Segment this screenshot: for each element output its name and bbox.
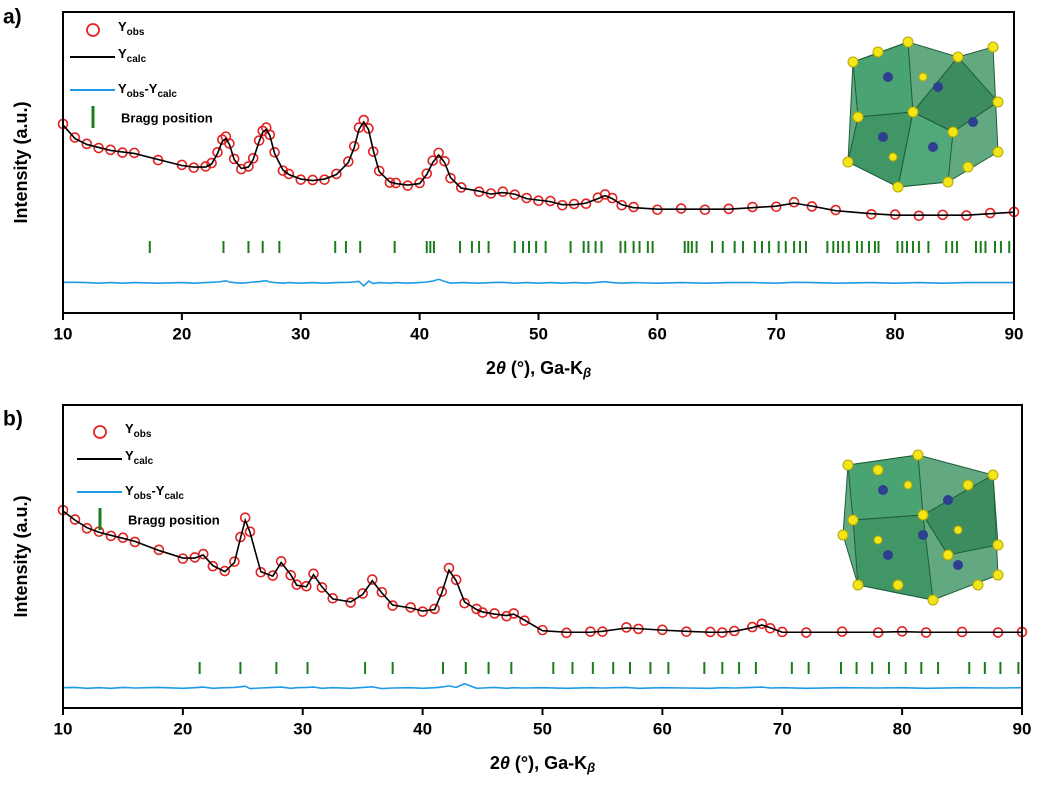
x-tick-label: 80 <box>893 719 912 738</box>
x-tick-label: 50 <box>533 719 552 738</box>
obs-point <box>498 187 507 196</box>
x-tick-label: 90 <box>1013 719 1032 738</box>
x-axis-label: 2θ (°), Ga-Kβ <box>490 753 595 776</box>
x-tick-label: 60 <box>648 324 667 343</box>
figure: 10 20 30 40 50 60 70 80 90 2θ (°), Ga-Kβ Intensity… <box>0 0 1043 799</box>
x-tick-label: 80 <box>886 324 905 343</box>
crystal-inset <box>838 450 1003 605</box>
x-tick-label: 30 <box>291 324 310 343</box>
legend-text: Yobs <box>118 19 145 37</box>
x-tick-label: 20 <box>173 719 192 738</box>
x-tick-label: 10 <box>54 324 73 343</box>
legend-text: Yobs-Ycalc <box>125 483 184 501</box>
panel-label: b) <box>3 408 23 431</box>
x-tick-label: 40 <box>410 324 429 343</box>
x-tick-label: 70 <box>767 324 786 343</box>
obs-point <box>199 550 208 559</box>
x-tick-label: 60 <box>653 719 672 738</box>
x-tick-label: 50 <box>529 324 548 343</box>
x-tick-label: 30 <box>293 719 312 738</box>
x-tick-label: 90 <box>1005 324 1024 343</box>
legend-text: Bragg position <box>121 110 213 125</box>
x-tick-label: 70 <box>773 719 792 738</box>
legend-text: Ycalc <box>118 46 147 64</box>
panel-label: a) <box>3 6 22 29</box>
diff-line <box>63 684 1022 689</box>
x-tick-label: 20 <box>172 324 191 343</box>
y-axis-label: Intensity (a.u.) <box>11 495 31 617</box>
x-tick-label: 10 <box>54 719 73 738</box>
obs-point <box>757 619 766 628</box>
diff-line <box>63 279 1014 286</box>
legend-text: Yobs <box>125 421 152 439</box>
legend-text: Ycalc <box>125 448 154 466</box>
crystal-inset <box>843 37 1003 192</box>
legend-text: Bragg position <box>128 512 220 527</box>
x-axis-label: 2θ (°), Ga-Kβ <box>486 358 591 381</box>
y-axis-label: Intensity (a.u.) <box>11 101 31 223</box>
obs-point <box>790 198 799 207</box>
legend-text: Yobs-Ycalc <box>118 81 177 99</box>
legend-marker <box>94 426 106 438</box>
x-tick-label: 40 <box>413 719 432 738</box>
legend-marker <box>87 24 99 36</box>
page: 10 20 30 40 50 60 70 80 90 2θ (°), Ga-Kβ Intensity… <box>0 0 1043 799</box>
